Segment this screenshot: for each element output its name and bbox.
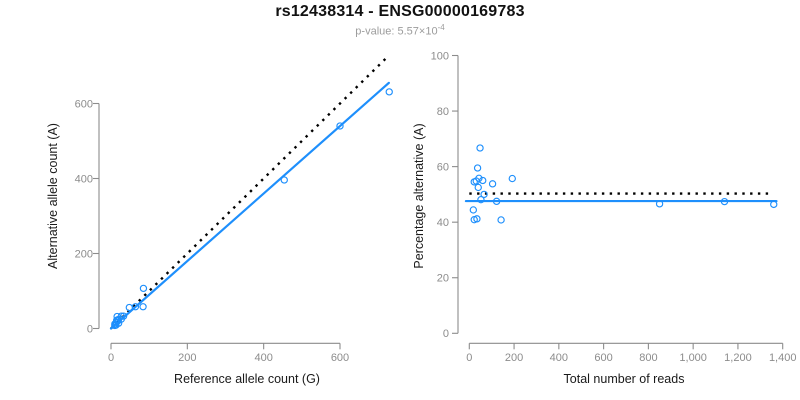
x-axis-title: Total number of reads xyxy=(564,372,685,386)
scatter-point xyxy=(476,144,484,152)
pvalue-base: 5.57×10 xyxy=(397,25,438,38)
x-tick-label: 1,200 xyxy=(724,352,752,364)
identity-line xyxy=(110,55,389,330)
pvalue-exponent: -4 xyxy=(437,23,445,32)
x-tick-label: 600 xyxy=(594,352,612,364)
y-tick-label: 0 xyxy=(87,323,93,335)
y-tick-label: 20 xyxy=(437,273,449,285)
scatter-point xyxy=(480,190,488,199)
scatter-point xyxy=(139,303,147,311)
x-axis-title: Reference allele count (G) xyxy=(174,372,320,386)
y-tick-label: 80 xyxy=(437,106,449,118)
x-tick-label: 1,000 xyxy=(679,352,707,364)
y-axis-title: Percentage alternative (A) xyxy=(412,123,426,268)
x-tick-label: 0 xyxy=(466,352,472,364)
scatter-point xyxy=(385,88,393,96)
y-tick-label: 400 xyxy=(75,173,93,185)
scatter-point xyxy=(125,303,133,312)
pvalue-label: p-value: xyxy=(355,25,398,38)
x-tick-label: 600 xyxy=(331,352,349,364)
scatter-point xyxy=(770,200,778,209)
scatter-point xyxy=(492,197,501,206)
scatter-point xyxy=(469,206,478,214)
scatter-point xyxy=(497,216,505,224)
scatter-point xyxy=(473,164,482,172)
x-tick-label: 400 xyxy=(550,352,568,364)
plot-title: rs12438314 - ENSG00000169783 xyxy=(275,3,525,20)
x-tick-label: 200 xyxy=(505,352,523,364)
scatter-point xyxy=(336,122,344,130)
scatter-point xyxy=(131,303,140,311)
y-tick-label: 600 xyxy=(75,98,93,110)
scatter-point xyxy=(473,215,481,223)
left-scatter-panel: 0 200 400 600 0 200 400 600 Reference allele cou… xyxy=(46,55,393,386)
scatter-point xyxy=(475,174,483,182)
y-tick-label: 100 xyxy=(431,50,449,62)
y-tick-label: 60 xyxy=(437,161,449,173)
y-axis-title: Alternative allele count (A) xyxy=(46,123,60,269)
scatter-point xyxy=(488,180,497,188)
plot-subtitle: p-value: 5.57×10-4 xyxy=(0,23,800,38)
scatter-point xyxy=(479,176,487,185)
x-tick-label: 0 xyxy=(108,352,114,364)
fit-line xyxy=(109,81,390,330)
scatter-point xyxy=(477,196,485,204)
x-tick-label: 400 xyxy=(254,352,272,364)
y-tick-label: 200 xyxy=(75,248,93,260)
right-scatter-panel: 0 20 40 60 80 100 0 200 400 600 800 1,000 1,200 1,400… xyxy=(412,50,796,386)
x-tick-label: 200 xyxy=(178,352,196,364)
scatter-point xyxy=(119,312,128,320)
y-tick-label: 40 xyxy=(437,217,449,229)
scatter-point xyxy=(117,312,125,320)
y-tick-label: 0 xyxy=(443,328,449,340)
scatter-point xyxy=(280,176,288,184)
scatter-point xyxy=(139,284,148,293)
scatter-point xyxy=(720,197,729,206)
scatter-point xyxy=(508,174,516,183)
x-tick-label: 800 xyxy=(639,352,657,364)
scatter-point xyxy=(655,200,664,208)
x-tick-label: 1,400 xyxy=(769,352,797,364)
scatter-point xyxy=(474,183,482,192)
